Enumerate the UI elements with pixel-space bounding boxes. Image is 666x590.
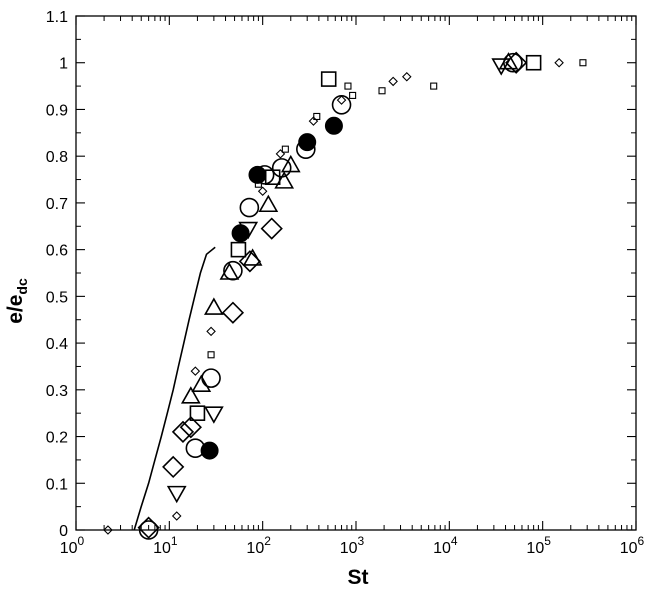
diamond-open-point — [505, 51, 528, 74]
diamond-small-point — [402, 71, 412, 82]
x-tick-label-base: 10 — [340, 540, 358, 557]
circle-filled-point — [200, 441, 219, 460]
x-tick-label-exponent: 3 — [358, 534, 365, 548]
x-tick-label-exponent: 1 — [171, 534, 178, 548]
x-tick-label-base: 10 — [246, 540, 264, 557]
square-small-point — [430, 82, 438, 90]
x-tick-label: 101 — [153, 534, 178, 557]
square-open-point — [320, 71, 337, 87]
x-tick-label: 100 — [60, 534, 85, 557]
diamond-small-point — [103, 525, 113, 535]
diamond-open-point — [137, 516, 160, 539]
square-small-point — [349, 91, 357, 99]
triangle-up-point — [191, 374, 212, 392]
y-axis-title: e/edc — [4, 278, 30, 324]
x-tick-label-base: 10 — [526, 540, 544, 557]
diamond-small-point — [190, 366, 201, 376]
x-tick-label-exponent: 2 — [264, 534, 271, 548]
x-tick-label-exponent: 0 — [78, 534, 85, 548]
diamond-open-point — [221, 301, 245, 324]
triangle-up-point — [274, 171, 295, 189]
x-tick-label-base: 10 — [60, 540, 78, 557]
triangle-up-point — [180, 386, 201, 404]
y-tick-label: 0 — [59, 523, 68, 540]
diamond-small-point — [308, 116, 319, 126]
circle-filled-point — [324, 116, 343, 135]
diamond-open-point — [162, 455, 185, 479]
diamond-small-point — [275, 149, 286, 159]
diamond-open-point — [238, 250, 262, 273]
plot-marks — [103, 51, 587, 540]
y-tick-label: 0.5 — [46, 289, 68, 306]
diamond-open-point — [171, 420, 195, 444]
diamond-small-point — [388, 76, 398, 87]
y-tick-label: 1 — [59, 56, 68, 73]
x-tick-label: 103 — [340, 534, 365, 557]
y-tick-label: 0.8 — [46, 149, 68, 166]
square-open-point — [189, 405, 206, 421]
triangle-up-point — [498, 52, 519, 70]
diamond-small-point — [171, 511, 182, 521]
square-small-point — [378, 87, 386, 95]
diamond-small-point — [206, 326, 216, 337]
triangle-up-point — [203, 297, 224, 315]
x-tick-label-exponent: 4 — [451, 534, 458, 548]
x-tick-label: 102 — [246, 534, 271, 557]
x-axis-title: St — [348, 566, 369, 589]
diamond-small-point — [257, 186, 268, 197]
circle-filled-point — [298, 133, 317, 152]
triangle-down-point — [166, 485, 187, 504]
square-small-point — [579, 59, 587, 67]
y-tick-label: 0.1 — [46, 476, 68, 493]
x-tick-label-exponent: 6 — [638, 534, 645, 548]
square-small-point — [313, 112, 321, 121]
triangle-down-point — [203, 406, 224, 424]
diamond-open-point — [260, 217, 283, 240]
x-tick-label-base: 10 — [153, 540, 171, 557]
axis-ticks — [75, 15, 637, 531]
y-tick-label: 0.2 — [46, 430, 68, 447]
triangle-down-point — [238, 221, 259, 240]
diamond-small-point — [336, 95, 347, 105]
x-tick-label-base: 10 — [433, 540, 451, 557]
y-axis-title-main: e/e — [4, 295, 27, 324]
triangle-up-point — [280, 154, 301, 173]
square-small-point — [207, 351, 215, 359]
y-tick-label: 0.4 — [46, 336, 68, 353]
circle-open-point — [239, 197, 260, 218]
y-tick-label: 0.9 — [46, 102, 68, 119]
x-tick-label: 105 — [526, 534, 551, 557]
x-tick-label: 104 — [433, 534, 458, 557]
y-tick-label: 0.6 — [46, 243, 68, 260]
x-tick-label: 106 — [620, 534, 645, 557]
model-curve-line — [133, 246, 216, 531]
square-small-point — [344, 82, 352, 90]
square-open-point — [264, 169, 281, 186]
x-tick-label-exponent: 5 — [544, 534, 551, 548]
triangle-up-point — [258, 194, 279, 213]
x-tick-label-base: 10 — [620, 540, 638, 557]
y-axis-title-subscript: dc — [14, 278, 30, 295]
square-open-point — [230, 241, 247, 258]
triangle-up-point — [219, 262, 240, 280]
square-small-point — [254, 180, 262, 188]
square-small-point — [281, 145, 289, 153]
triangle-down-point — [491, 58, 512, 76]
diamond-open-point — [179, 416, 202, 439]
y-tick-label: 0.7 — [46, 196, 68, 213]
tick-labels: 100 101 102 103 104 105 10600.10.20.30.40.50.6… — [46, 9, 645, 557]
y-tick-label: 1.1 — [46, 9, 68, 26]
diamond-small-point — [554, 57, 564, 68]
y-tick-label: 0.3 — [46, 383, 68, 400]
